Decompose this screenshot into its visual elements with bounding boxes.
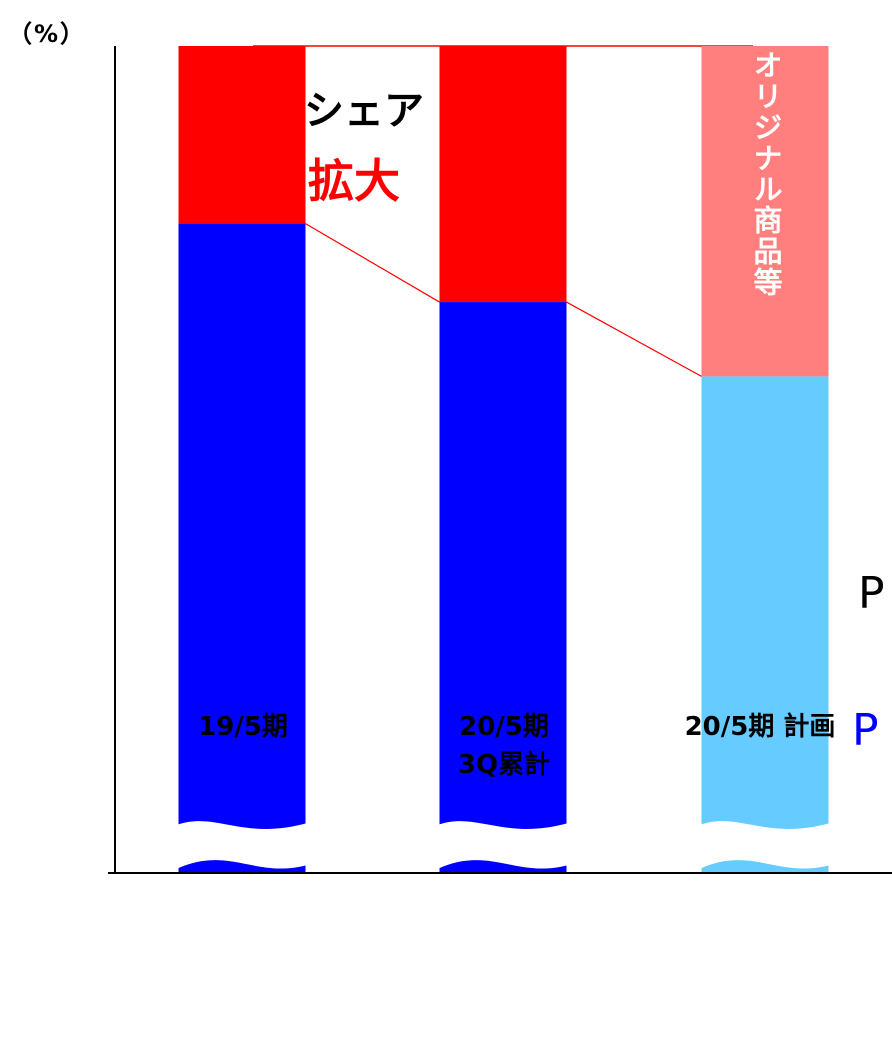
bar-3-series-2: [701, 46, 829, 377]
bar-2-series-1: [439, 302, 567, 872]
cut-text-p-2: P: [852, 705, 879, 756]
bar-1-series-2: [178, 46, 306, 224]
category-label-3: 20/5期 計画: [684, 712, 836, 742]
bar-3-series-1: [701, 376, 829, 872]
cut-text-p-1: P: [858, 568, 885, 619]
annotation-expand: 拡大: [308, 154, 400, 208]
axis-break-2: [437, 821, 569, 869]
annotation-share: シェア: [304, 88, 424, 134]
connector-line-2: [566, 301, 702, 377]
category-label-1: 19/5期: [198, 712, 288, 742]
bar-1-series-1: [178, 223, 306, 873]
axis-break-3: [699, 821, 831, 869]
category-label-2: 20/5期 3Q累計: [457, 712, 551, 780]
series-label-original-products: オリジナル商品等: [749, 50, 783, 298]
y-unit-label: （%）: [8, 20, 87, 48]
bar-2-series-2: [439, 46, 567, 303]
connector-line-1: [305, 223, 440, 303]
axis-break-1: [176, 821, 308, 869]
